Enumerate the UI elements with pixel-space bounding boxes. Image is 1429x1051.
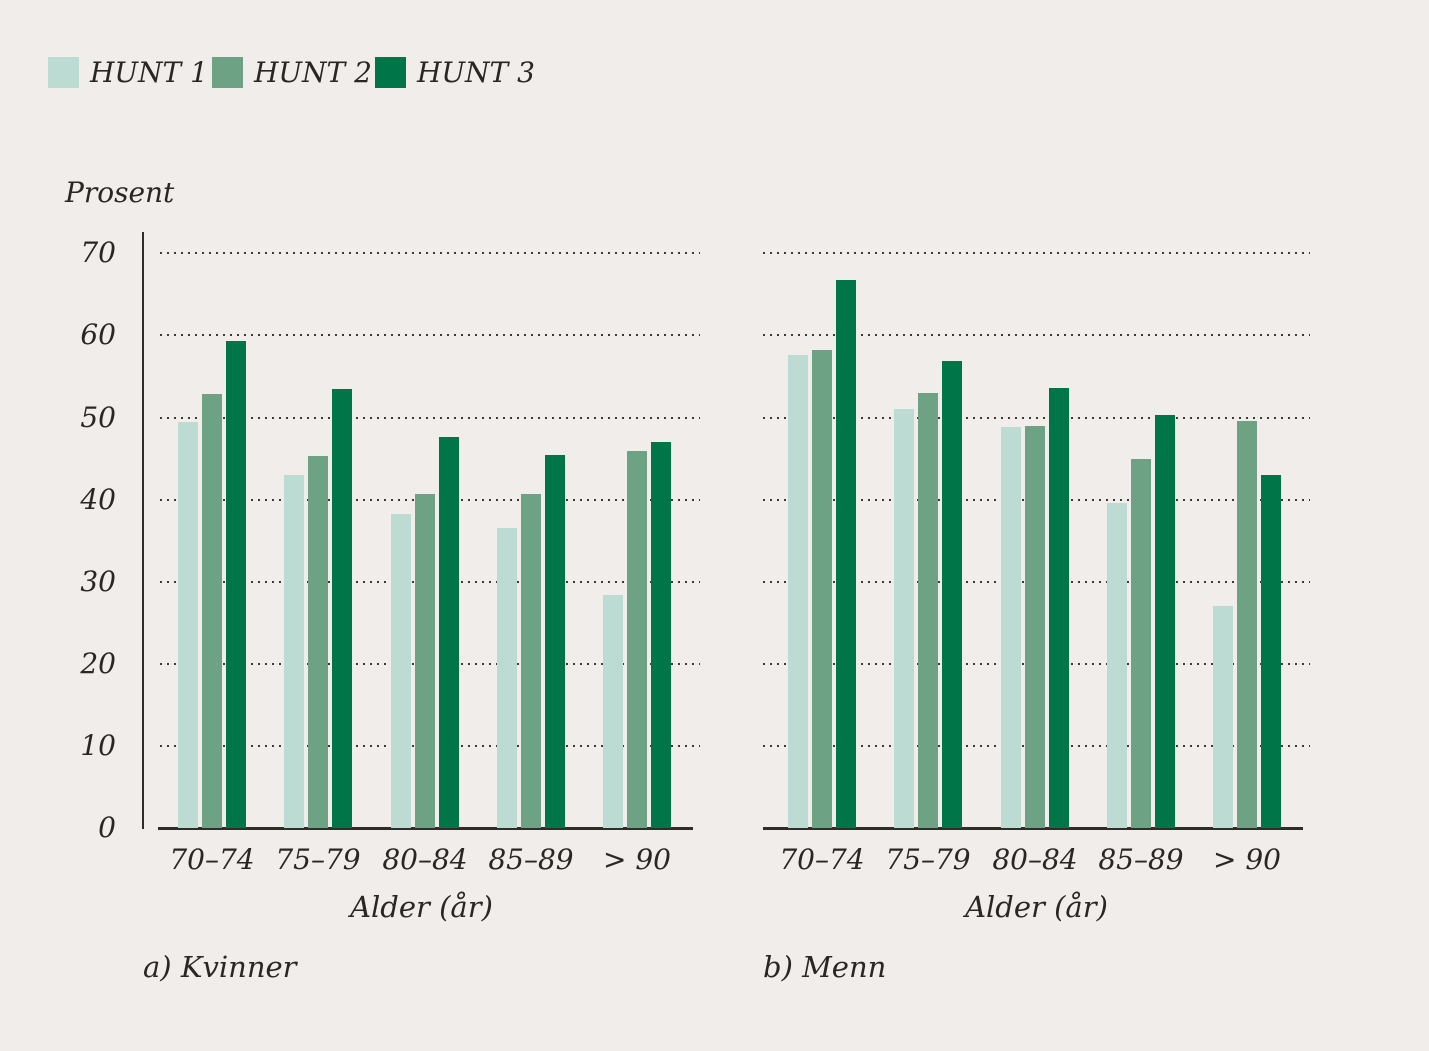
- bar-hunt2-70–74: [202, 393, 222, 828]
- panel-kvinner-plot: Alder (år) a) Kvinner 0 10 20 30 40 50 60 70 70–…: [80, 232, 700, 984]
- bar-hunt3-85–89: [545, 455, 565, 828]
- y-tick-label-50: 50: [80, 400, 116, 434]
- bar-group-> 90: [603, 442, 671, 828]
- y-tick-label-40: 40: [80, 482, 116, 516]
- legend-item-hunt3: HUNT 3: [375, 57, 535, 88]
- bar-group-80–84: [391, 437, 459, 828]
- bar-group-75–79: [894, 360, 962, 828]
- bar-hunt3-70–74: [836, 279, 856, 828]
- bar-hunt2-85–89: [1131, 458, 1151, 828]
- y-tick-label-60: 60: [80, 318, 116, 352]
- gridline-50: [160, 416, 700, 419]
- gridline-60: [763, 334, 1310, 337]
- bar-hunt1-75–79: [894, 409, 914, 828]
- legend-swatch-hunt1: [48, 57, 79, 88]
- bar-hunt1-80–84: [391, 513, 411, 828]
- x-tick-label-80–84: 80–84: [382, 843, 468, 876]
- x-tick-label-75–79: 75–79: [885, 843, 971, 876]
- x-axis-title-kvinner: Alder (år): [350, 890, 493, 924]
- gridline-60: [160, 334, 700, 337]
- bar-hunt3-80–84: [439, 437, 459, 828]
- x-tick-label-> 90: > 90: [1213, 843, 1281, 876]
- bar-hunt2-75–79: [918, 392, 938, 828]
- bar-hunt2-75–79: [308, 456, 328, 828]
- panel-label-kvinner: a) Kvinner: [143, 950, 297, 984]
- bar-hunt1-80–84: [1001, 426, 1021, 828]
- bar-hunt3-70–74: [226, 341, 246, 828]
- bar-hunt3-75–79: [942, 360, 962, 828]
- bar-hunt1-> 90: [1213, 606, 1233, 828]
- x-axis-line: [158, 827, 693, 830]
- x-tick-label-> 90: > 90: [603, 843, 671, 876]
- bar-group-70–74: [788, 279, 856, 828]
- bar-group-85–89: [1107, 415, 1175, 828]
- bar-hunt2-> 90: [1237, 420, 1257, 828]
- x-tick-label-80–84: 80–84: [992, 843, 1078, 876]
- x-tick-label-85–89: 85–89: [488, 843, 574, 876]
- x-tick-label-70–74: 70–74: [779, 843, 865, 876]
- bar-hunt1-85–89: [1107, 502, 1127, 828]
- bar-hunt2-> 90: [627, 451, 647, 828]
- x-tick-label-75–79: 75–79: [275, 843, 361, 876]
- legend-label-hunt1: HUNT 1: [90, 56, 208, 89]
- bar-hunt2-80–84: [1025, 425, 1045, 828]
- x-tick-label-85–89: 85–89: [1098, 843, 1184, 876]
- bar-group-80–84: [1001, 387, 1069, 828]
- bar-hunt1-85–89: [497, 527, 517, 828]
- gridline-70: [763, 252, 1310, 255]
- gridline-50: [763, 416, 1310, 419]
- x-axis-title-menn: Alder (år): [965, 890, 1108, 924]
- legend-item-hunt2: HUNT 2: [212, 57, 372, 88]
- legend-item-hunt1: HUNT 1: [48, 57, 208, 88]
- bar-hunt3-> 90: [651, 442, 671, 828]
- legend-label-hunt3: HUNT 3: [417, 56, 535, 89]
- bar-group-85–89: [497, 455, 565, 828]
- legend-swatch-hunt3: [375, 57, 406, 88]
- bar-hunt3-> 90: [1261, 474, 1281, 828]
- y-tick-label-20: 20: [80, 646, 116, 680]
- y-axis-line: [142, 232, 144, 829]
- bar-hunt3-75–79: [332, 388, 352, 828]
- bar-hunt1-70–74: [788, 355, 808, 828]
- bar-hunt1-75–79: [284, 474, 304, 828]
- legend-swatch-hunt2: [212, 57, 243, 88]
- bar-hunt3-85–89: [1155, 415, 1175, 828]
- y-tick-label-70: 70: [80, 236, 116, 270]
- y-axis-title: Prosent: [65, 176, 175, 209]
- y-tick-label-10: 10: [80, 728, 116, 762]
- legend-label-hunt2: HUNT 2: [254, 56, 372, 89]
- y-tick-label-0: 0: [98, 811, 116, 844]
- bar-hunt2-80–84: [415, 493, 435, 828]
- bar-group-> 90: [1213, 420, 1281, 828]
- y-tick-label-30: 30: [80, 564, 116, 598]
- panel-menn-plot: Alder (år) b) Menn 70–74 75–79 80–84 85–89 >…: [763, 232, 1310, 984]
- bar-group-75–79: [284, 388, 352, 828]
- bar-hunt2-85–89: [521, 493, 541, 828]
- bar-hunt1-> 90: [603, 594, 623, 828]
- bar-hunt1-70–74: [178, 422, 198, 828]
- x-tick-label-70–74: 70–74: [169, 843, 255, 876]
- x-axis-line: [763, 827, 1303, 830]
- bar-group-70–74: [178, 341, 246, 828]
- gridline-70: [160, 252, 700, 255]
- bar-hunt2-70–74: [812, 350, 832, 828]
- bar-hunt3-80–84: [1049, 387, 1069, 828]
- panel-label-menn: b) Menn: [763, 950, 887, 984]
